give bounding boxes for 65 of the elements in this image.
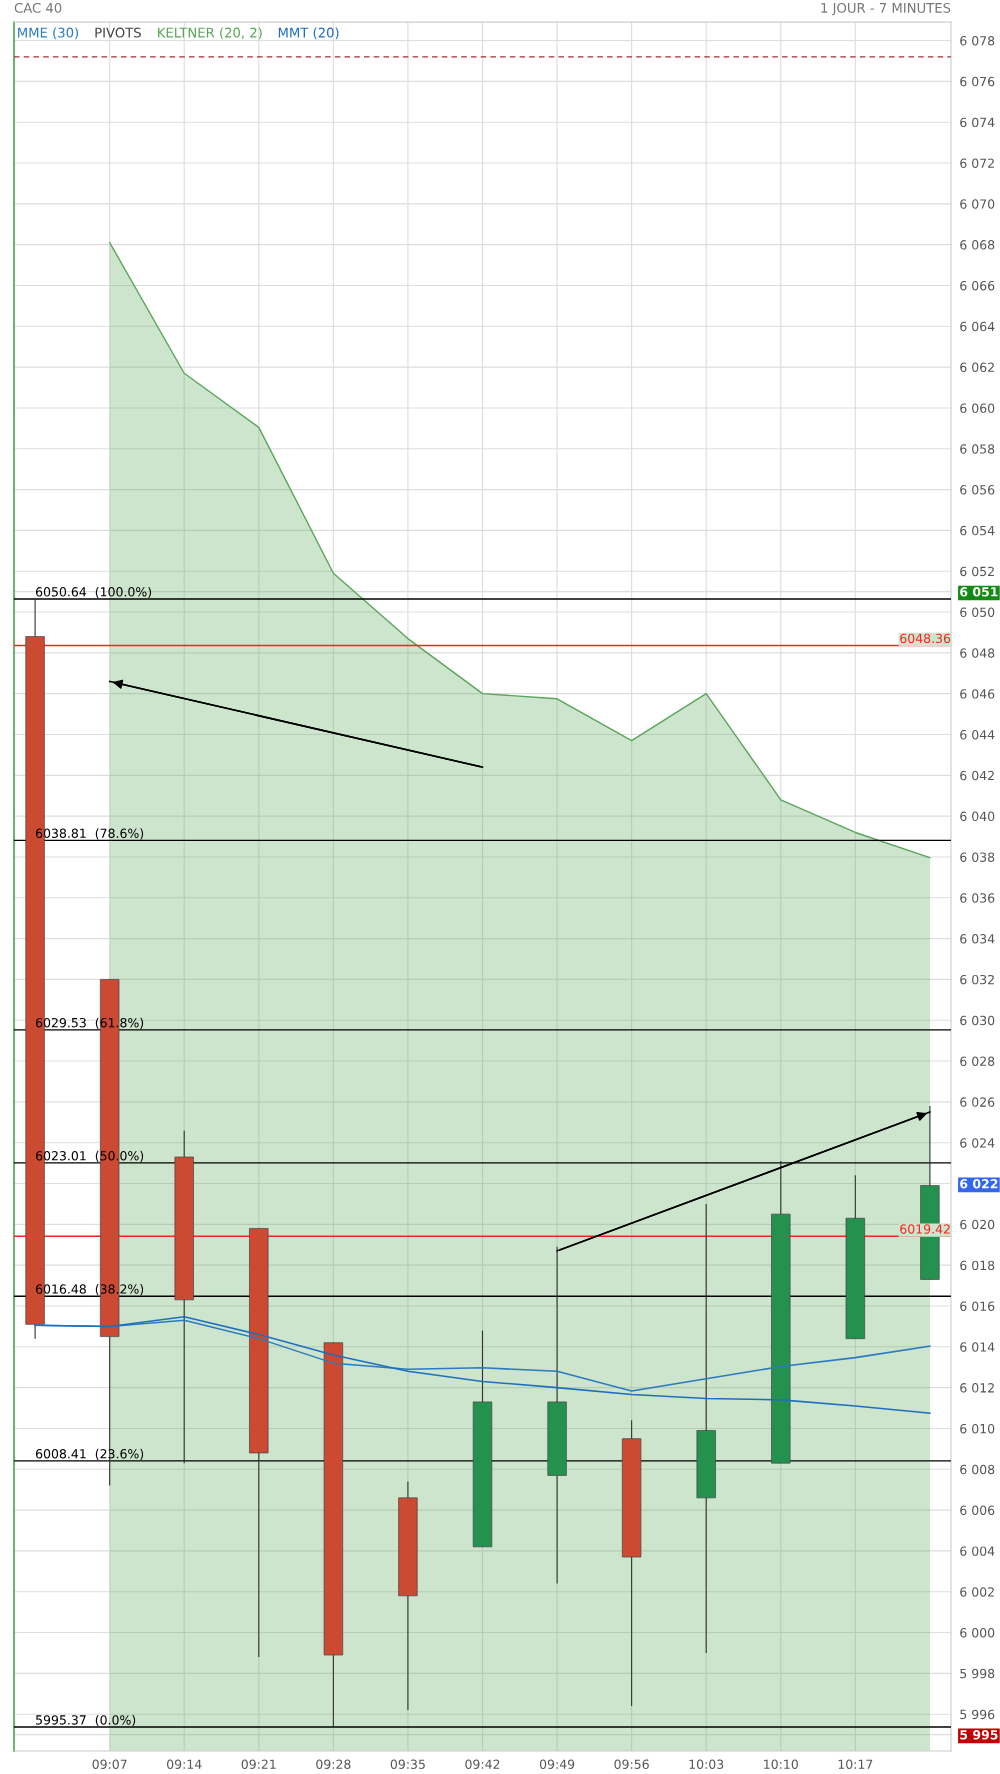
x-tick-label: 10:10 bbox=[764, 1759, 798, 1769]
y-tick-label: 6 058 bbox=[960, 444, 995, 454]
y-tick-label: 6 016 bbox=[960, 1301, 995, 1311]
x-tick-label: 09:56 bbox=[614, 1759, 649, 1769]
y-tick-label: 6 064 bbox=[960, 321, 995, 332]
x-tick-label: 09:35 bbox=[390, 1759, 425, 1769]
x-tick-label: 09:42 bbox=[465, 1759, 500, 1769]
x-tick-label: 10:03 bbox=[689, 1759, 724, 1769]
y-tick-label: 6 078 bbox=[960, 36, 995, 46]
y-tick-label: 6 070 bbox=[960, 199, 995, 209]
y-tick-label: 6 050 bbox=[960, 607, 995, 617]
y-tick-label: 6 042 bbox=[960, 770, 994, 781]
y-tick-label: 6 038 bbox=[960, 852, 995, 862]
y-tick-label: 5 996 bbox=[960, 1709, 995, 1720]
chart-title: CAC 40 bbox=[14, 2, 62, 13]
ref-line-label: 6048.36 bbox=[900, 633, 951, 644]
x-tick-label: 09:14 bbox=[167, 1759, 202, 1769]
y-tick-label: 6 036 bbox=[960, 893, 995, 903]
y-tick-label: 6 060 bbox=[960, 403, 995, 413]
y-tick-label: 5 998 bbox=[960, 1668, 995, 1679]
ref-line-label: 5995.37 (0.0%) bbox=[36, 1714, 136, 1727]
text: KELTNER (20, 2) bbox=[158, 27, 262, 40]
y-tick-label: 6 048 bbox=[960, 648, 995, 658]
y-tick-label: 6 032 bbox=[960, 974, 994, 985]
y-tick-label: 6 010 bbox=[960, 1423, 995, 1434]
y-tick-label: 6 068 bbox=[960, 240, 995, 250]
ref-line-label: 6019.42 bbox=[900, 1224, 950, 1234]
y-tick-label: 6 052 bbox=[960, 566, 994, 577]
x-tick-label: 09:28 bbox=[316, 1759, 351, 1769]
y-tick-label: 6 056 bbox=[960, 485, 995, 495]
y-tick-label: 6 028 bbox=[960, 1056, 995, 1066]
y-tick-label: 6 046 bbox=[960, 689, 995, 699]
chart-subtitle: 1 JOUR - 7 MINUTES bbox=[821, 2, 951, 16]
y-tick-label: 6 074 bbox=[960, 117, 995, 128]
y-tick-label: 6 054 bbox=[960, 525, 995, 536]
y-tick-label: 6 004 bbox=[960, 1546, 995, 1556]
y-tick-label: 6 044 bbox=[960, 729, 995, 740]
x-tick-label: 09:49 bbox=[539, 1759, 575, 1769]
text: MME (30) bbox=[18, 27, 79, 40]
y-tick-label: 6 072 bbox=[960, 158, 994, 168]
y-tick-label: 6 020 bbox=[960, 1219, 995, 1230]
ref-line-label: 6050.64 (100.0%) bbox=[35, 586, 152, 599]
y-tick-label: 6 006 bbox=[960, 1505, 995, 1516]
y-tick-label: 6 014 bbox=[960, 1342, 995, 1352]
x-tick-label: 09:07 bbox=[92, 1759, 127, 1769]
y-tick-label: 6 000 bbox=[960, 1628, 995, 1638]
y-tick-label: 6 022 bbox=[960, 1179, 998, 1189]
y-tick-label: 6 066 bbox=[960, 280, 995, 291]
x-tick-label: 10:17 bbox=[838, 1759, 873, 1769]
y-tick-label: 6 018 bbox=[960, 1260, 995, 1271]
y-tick-label: 6 008 bbox=[960, 1464, 995, 1475]
y-tick-label: 6 030 bbox=[960, 1015, 995, 1026]
y-tick-label: 5 995 bbox=[960, 1730, 998, 1740]
x-tick-label: 09:21 bbox=[241, 1759, 276, 1769]
y-tick-label: 6 034 bbox=[960, 934, 995, 944]
y-tick-label: 6 024 bbox=[960, 1138, 995, 1148]
y-tick-label: 6 040 bbox=[960, 811, 995, 822]
y-tick-label: 6 062 bbox=[960, 362, 994, 373]
y-tick-label: 6 012 bbox=[960, 1383, 994, 1393]
y-tick-label: 6 026 bbox=[960, 1097, 995, 1107]
y-tick-label: 6 076 bbox=[960, 76, 995, 87]
y-tick-label: 6 002 bbox=[960, 1587, 994, 1597]
annotation: PIVOTS bbox=[95, 27, 141, 38]
text: MMT (20) bbox=[278, 27, 339, 40]
y-tick-label: 6 051 bbox=[960, 587, 998, 597]
